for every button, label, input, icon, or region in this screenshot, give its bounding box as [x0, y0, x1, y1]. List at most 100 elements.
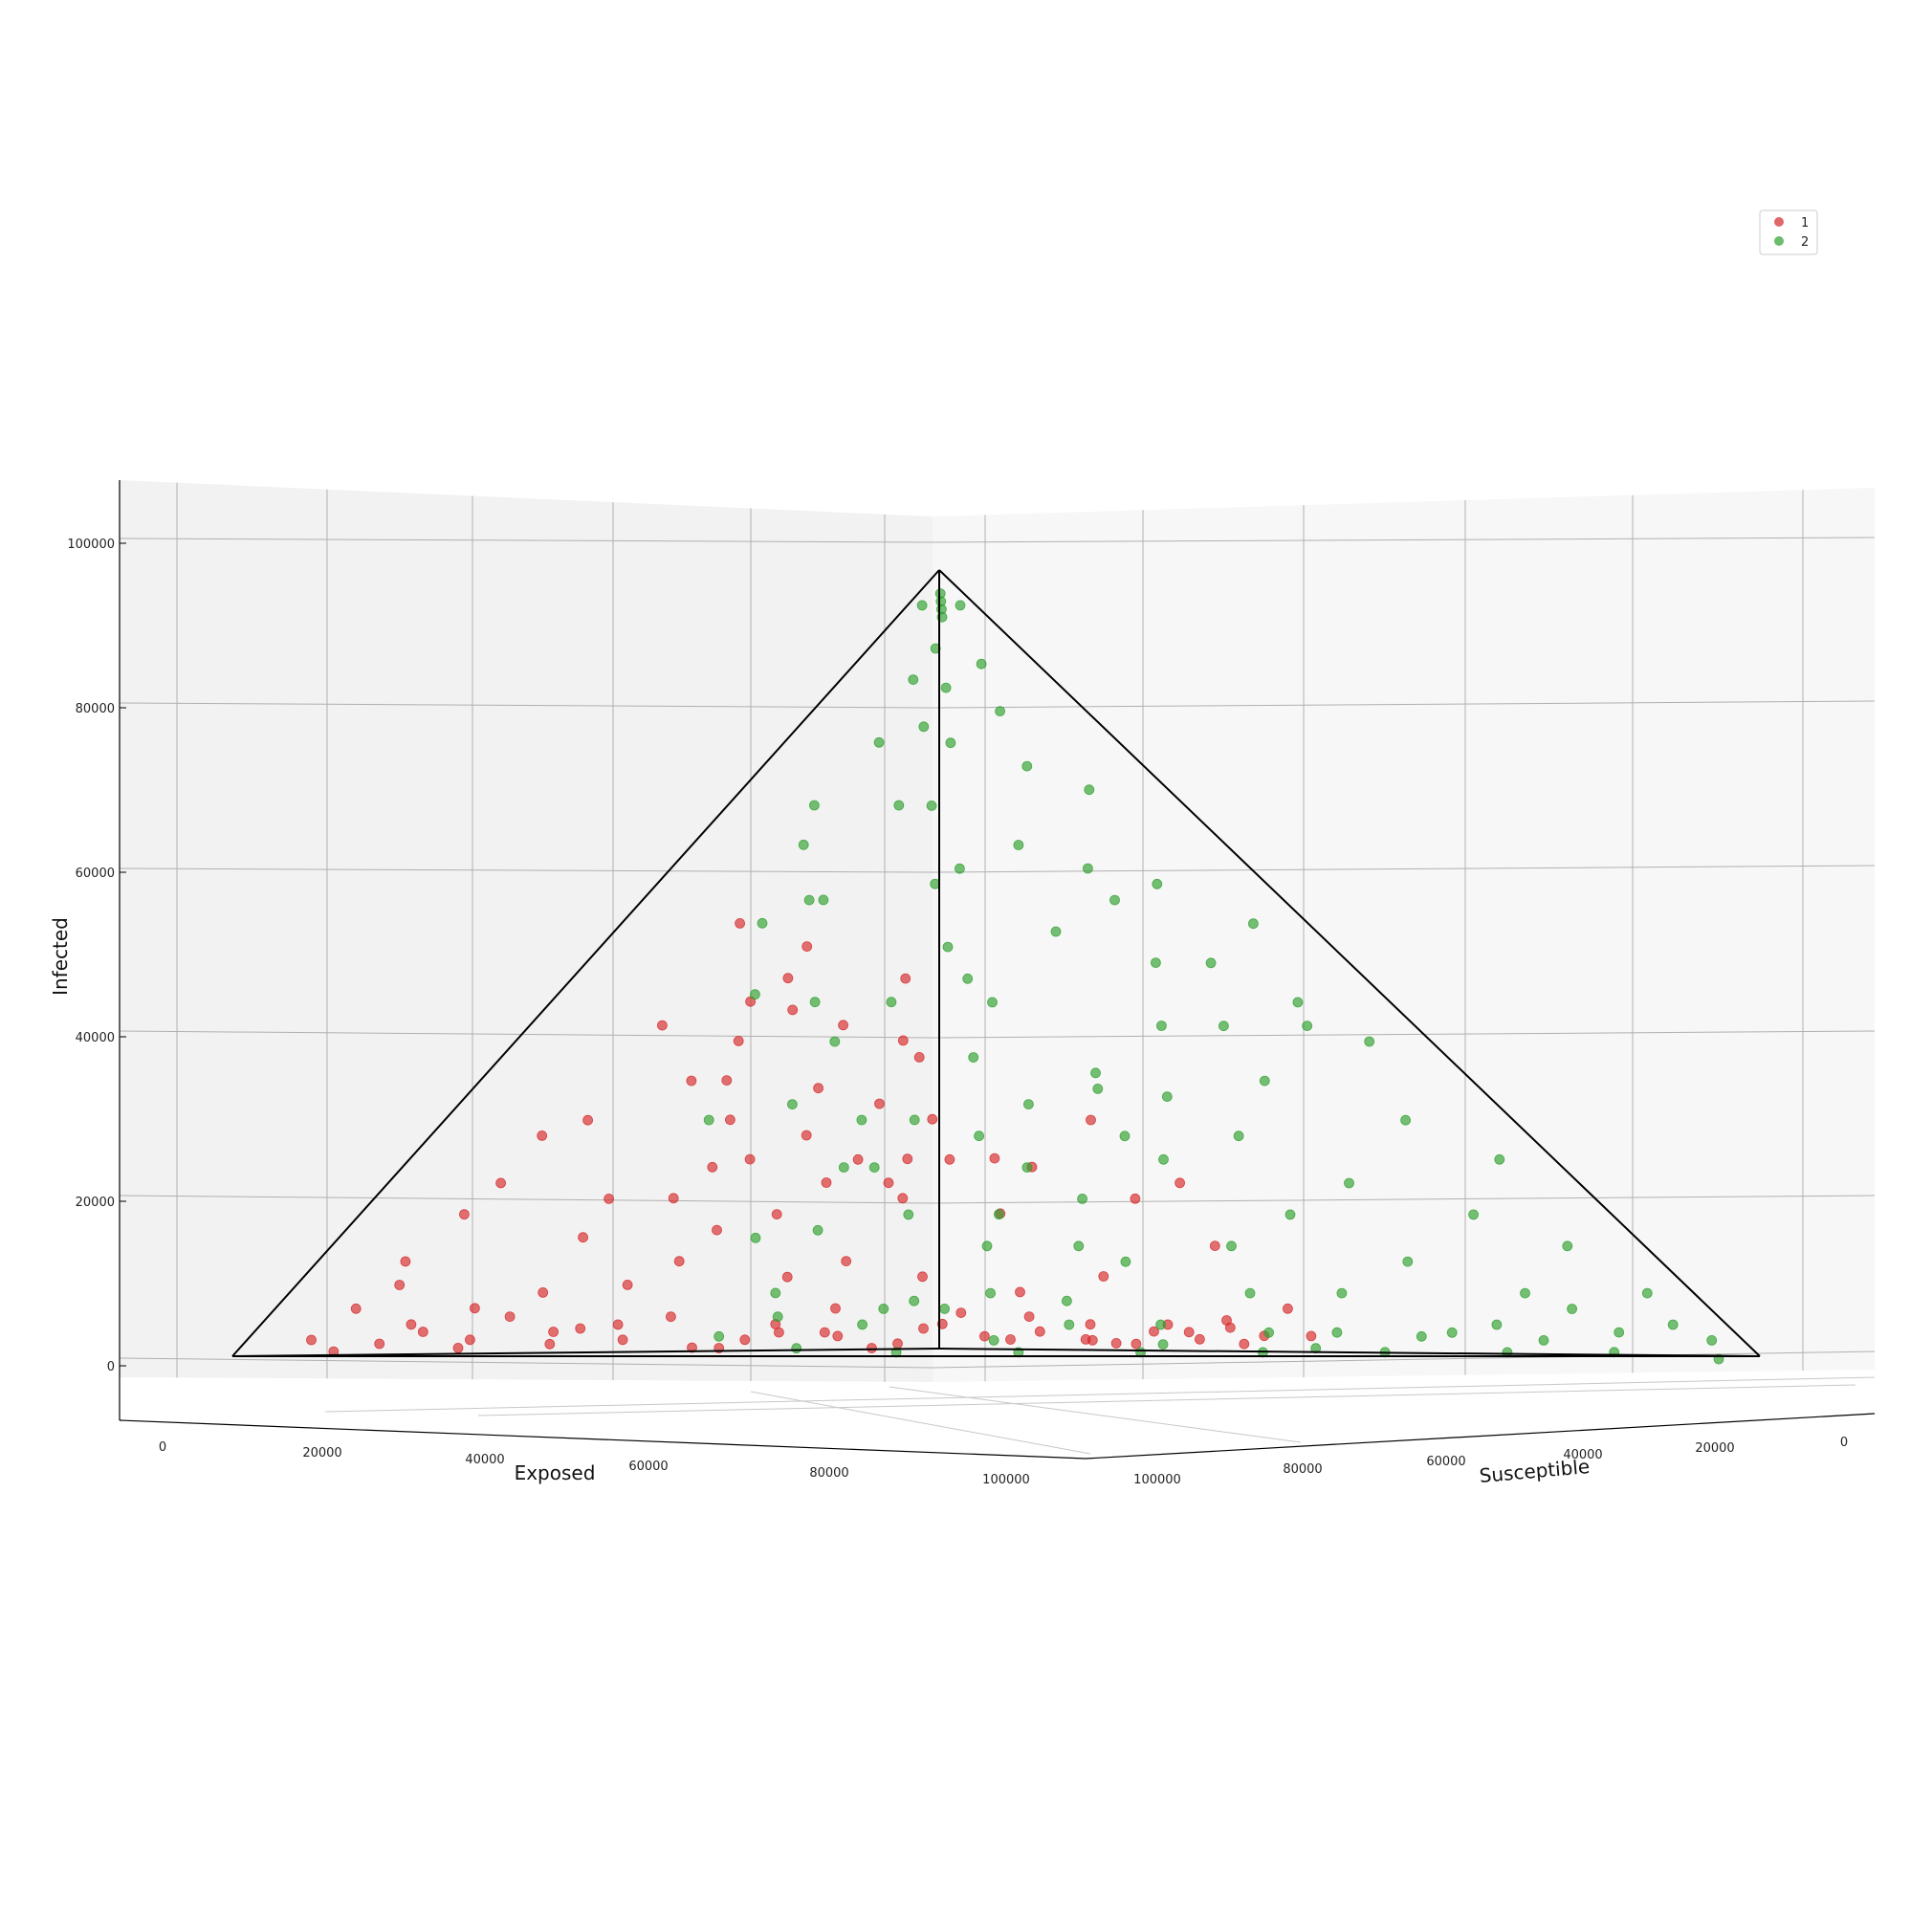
series-2-point — [926, 801, 937, 811]
series-2-point — [1446, 1327, 1458, 1338]
series-2-point — [818, 894, 829, 906]
series-1-point — [917, 1271, 928, 1283]
series-1-point — [612, 1319, 624, 1330]
series-1-point — [838, 1020, 848, 1031]
series-1-point — [495, 1177, 506, 1189]
series-2-point — [703, 1114, 714, 1126]
series-2-point — [873, 736, 885, 748]
series-2-point — [976, 658, 987, 670]
axis-panes — [120, 480, 1875, 1382]
y-axis-label: Susceptible — [1479, 1455, 1591, 1487]
legend-marker-2 — [1774, 236, 1784, 246]
series-2-point — [909, 1114, 920, 1126]
series-1-point — [1283, 1303, 1293, 1314]
series-1-point — [575, 1323, 586, 1334]
series-1-point — [1209, 1240, 1220, 1251]
series-1-point — [374, 1338, 385, 1350]
series-2-point — [974, 1131, 984, 1142]
floor-grid-3 — [889, 1386, 1302, 1443]
floor-grid-1 — [477, 1384, 1856, 1416]
z-tick-label-4: 80000 — [76, 702, 115, 716]
series-2-point — [1156, 1021, 1167, 1031]
series-1-point — [787, 1004, 799, 1016]
series-2-point — [939, 1304, 950, 1314]
series-2-point — [829, 1036, 841, 1047]
series-2-point — [1013, 840, 1024, 850]
legend-marker-1 — [1774, 217, 1784, 227]
series-1-point — [622, 1280, 633, 1290]
legend-label-1: 1 — [1801, 216, 1809, 231]
series-1-point — [1149, 1326, 1159, 1337]
series-2-point — [1155, 1319, 1166, 1330]
series-2-point — [1109, 894, 1120, 906]
series-1-point — [892, 1338, 903, 1350]
series-2-point — [1077, 1194, 1087, 1204]
series-1-point — [686, 1075, 697, 1087]
series-2-point — [772, 1311, 783, 1323]
x-tick-label-1: 20000 — [302, 1446, 341, 1460]
series-1-point — [469, 1303, 480, 1314]
left-wall-zgrid-1 — [119, 1195, 933, 1204]
simplex-edges — [231, 569, 1761, 1357]
series-1-point — [1130, 1193, 1141, 1204]
series-1-point — [735, 918, 745, 929]
series-2-point — [1400, 1114, 1411, 1126]
right-wall-zgrid-2 — [932, 1030, 1876, 1039]
series-2-point — [1284, 1209, 1296, 1220]
series-1-point — [400, 1256, 411, 1267]
series-1-point — [537, 1131, 548, 1141]
series-1-point — [874, 1098, 885, 1109]
z-tick-label-1: 20000 — [76, 1196, 115, 1210]
series-2-point — [903, 1209, 914, 1220]
right-wall-zgrid-1 — [932, 1195, 1876, 1204]
series-2-point — [1064, 1319, 1075, 1330]
series-2-point — [987, 997, 998, 1008]
x-axis-label: Exposed — [515, 1461, 596, 1484]
series-1-point — [394, 1280, 406, 1290]
series-2-point — [955, 600, 966, 611]
z-tick-label-3: 60000 — [76, 867, 115, 881]
series-1-point — [801, 941, 813, 952]
series-2-point — [857, 1319, 867, 1330]
series-2-point — [981, 1240, 993, 1252]
series-2-point — [1331, 1327, 1343, 1338]
series-2-point — [945, 737, 956, 749]
simplex-edge-exposed-origin — [231, 1348, 940, 1357]
series-1-points — [306, 918, 1317, 1357]
series-1-point — [781, 1271, 793, 1283]
series-2-point — [1468, 1209, 1479, 1220]
series-2-point — [1402, 1256, 1414, 1267]
series-1-point — [955, 1307, 967, 1318]
series-2-point — [1538, 1335, 1549, 1346]
series-1-point — [668, 1193, 679, 1204]
series-2-point — [1021, 760, 1033, 772]
series-1-point — [604, 1194, 614, 1204]
left-wall-zgrid-3 — [119, 867, 933, 873]
series-1-point — [927, 1113, 938, 1125]
series-2-point — [955, 863, 965, 874]
series-2-point — [940, 682, 952, 693]
series-2-point — [809, 800, 820, 811]
series-1-point — [1005, 1334, 1016, 1345]
left-wall-zgrid-0 — [119, 1357, 933, 1369]
left-wall-zgrid-4 — [119, 702, 933, 709]
series-1-point — [578, 1232, 588, 1243]
right-wall-zgrid-4 — [932, 700, 1876, 709]
series-2-point — [1614, 1327, 1625, 1338]
y-tick-label-1: 20000 — [1695, 1441, 1734, 1456]
series-1-point — [1183, 1327, 1195, 1338]
series-2-point — [1416, 1330, 1427, 1342]
series-2-point — [878, 1304, 889, 1314]
series-1-point — [582, 1114, 593, 1126]
x-axis-line — [119, 1419, 1087, 1460]
series-2-point — [930, 643, 941, 654]
series-1-point — [1239, 1338, 1250, 1350]
legend: 1 2 — [1759, 209, 1818, 255]
series-1-point — [782, 973, 794, 984]
series-1-point — [687, 1342, 697, 1353]
simplex-edge-infected-susceptible — [938, 569, 1761, 1357]
y-tick-label-4: 80000 — [1283, 1462, 1322, 1477]
series-1-point — [538, 1287, 549, 1298]
series-2-point — [1151, 957, 1161, 968]
series-1-point — [979, 1330, 990, 1342]
